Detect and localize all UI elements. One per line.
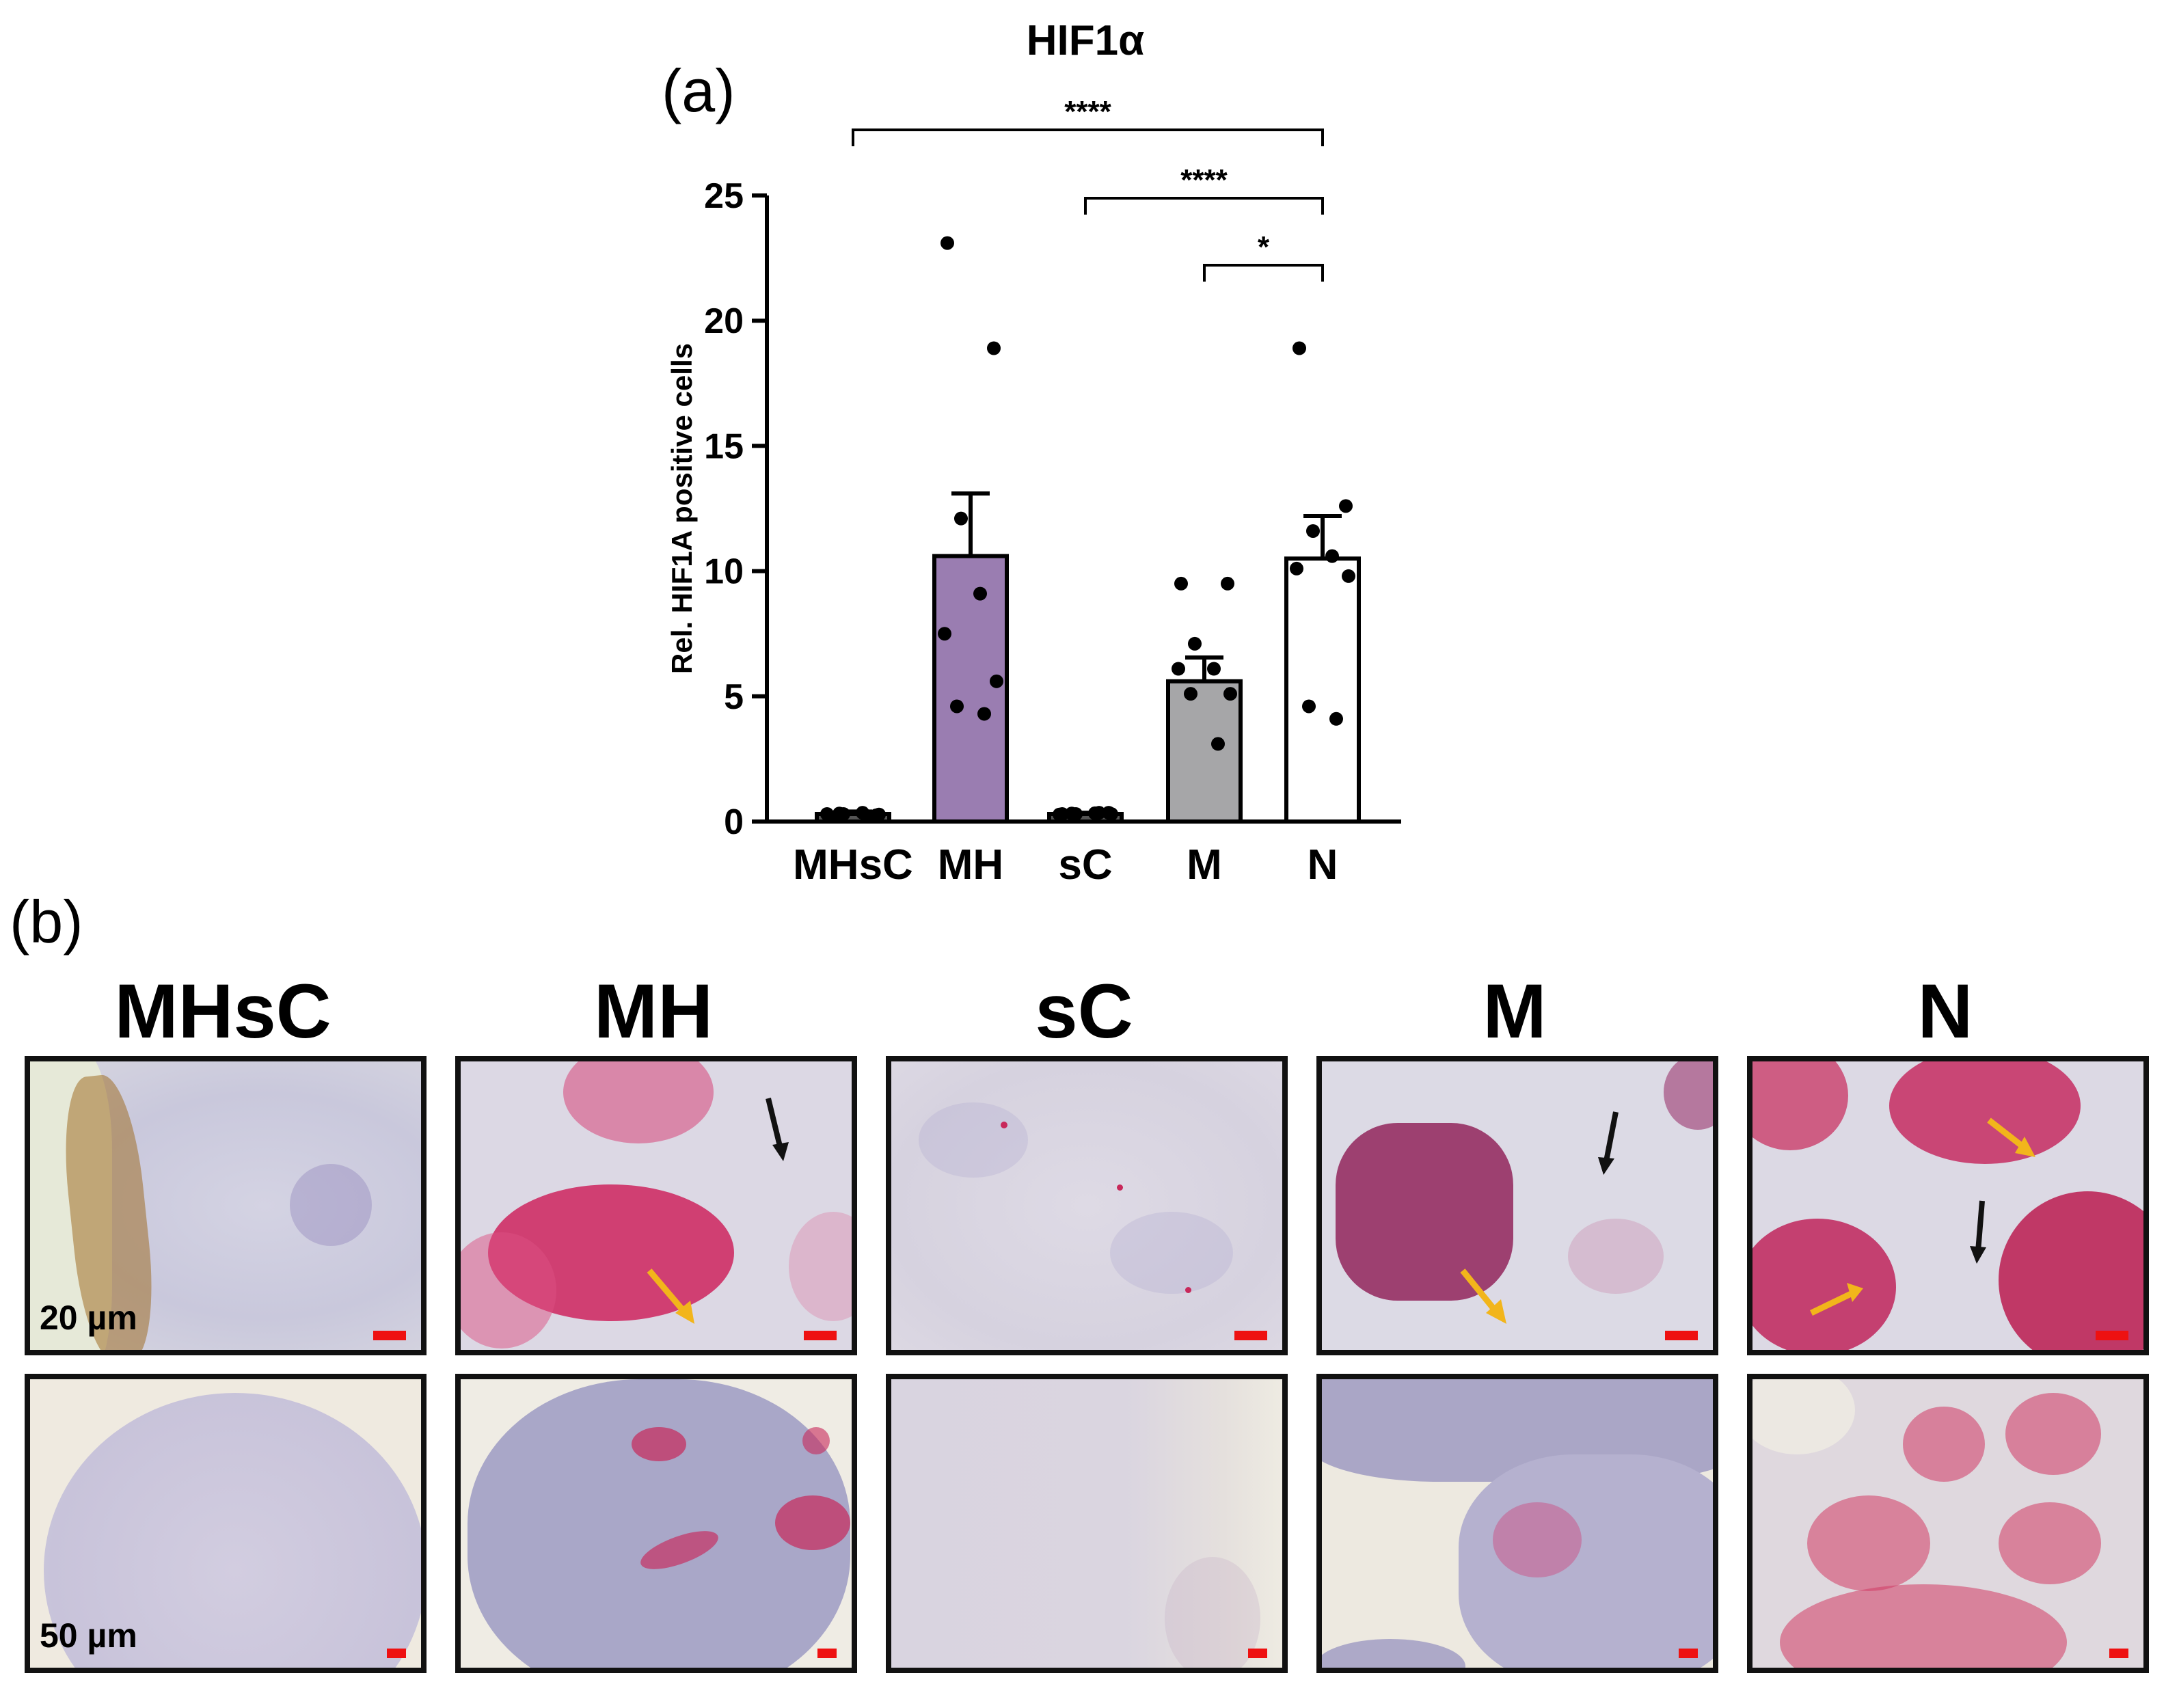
column-title-mh: MH [593, 968, 714, 1054]
significance-label: **** [1180, 163, 1228, 197]
micrograph-n-50um [1747, 1374, 2149, 1673]
data-point [1188, 636, 1202, 651]
significance-label: **** [1064, 95, 1111, 128]
micrograph-mhsc-20um: 20 µm [25, 1056, 427, 1355]
black-arrow-icon [1598, 1111, 1619, 1175]
data-point [1339, 499, 1353, 513]
significance-bracket [1084, 197, 1324, 215]
data-point [1329, 711, 1343, 726]
data-point [1290, 561, 1303, 575]
data-point [950, 699, 964, 714]
data-point [1092, 806, 1106, 820]
point-layer [820, 236, 1355, 824]
data-point [833, 806, 846, 821]
x-tick-label: M [1187, 841, 1222, 889]
column-title-mhsc: MHsC [114, 968, 331, 1054]
yellow-arrow-icon [1810, 1283, 1863, 1316]
yellow-arrow-icon [1460, 1269, 1506, 1324]
black-arrow-icon [766, 1098, 789, 1161]
data-point [1306, 524, 1320, 538]
data-point [973, 586, 987, 601]
bar-n [1284, 556, 1361, 824]
scale-bar [817, 1649, 837, 1658]
data-point [872, 807, 886, 822]
panel-b-label: (b) [10, 888, 83, 955]
data-point [990, 674, 1003, 688]
yellow-arrow-icon [647, 1269, 694, 1324]
bar-chart: HIF1α Rel. HIF1A positive cells 0 5 10 15 20… [666, 17, 1401, 889]
y-tick-label: 10 [704, 552, 744, 592]
y-tick-label: 0 [724, 802, 744, 842]
data-point [1065, 806, 1079, 821]
black-arrow-icon [1970, 1200, 1986, 1264]
significance-bracket [1203, 264, 1324, 282]
data-point [1292, 341, 1306, 355]
micrograph-sc-50um [886, 1374, 1288, 1673]
data-point [1302, 699, 1316, 714]
scale-bar [373, 1331, 406, 1340]
scale-bar [1248, 1649, 1267, 1658]
x-tick-label: MH [938, 841, 1003, 889]
data-point [987, 341, 1001, 355]
x-tick-label: MHsC [793, 841, 913, 889]
y-tick-label: 5 [724, 677, 744, 717]
scale-label-20um: 20 µm [40, 1299, 137, 1337]
x-tick-label: N [1308, 841, 1338, 889]
y-axis-label: Rel. HIF1A positive cells [666, 343, 698, 674]
scale-bar [804, 1331, 837, 1340]
data-point [1207, 662, 1221, 676]
data-point [1184, 687, 1197, 701]
bar-layer [815, 491, 1361, 824]
bar-mh [932, 554, 1009, 824]
x-tick-label: sC [1058, 841, 1112, 889]
data-point [1223, 687, 1237, 701]
data-point [940, 236, 954, 250]
bar-m [1166, 679, 1243, 824]
data-point [1342, 569, 1355, 583]
data-point [1325, 549, 1339, 563]
scale-bar [2096, 1331, 2128, 1340]
micrograph-mh-50um [455, 1374, 857, 1673]
micrograph-m-50um [1316, 1374, 1718, 1673]
data-point [954, 511, 968, 526]
scale-bar [1234, 1331, 1267, 1340]
data-point [1221, 576, 1234, 591]
scale-bar [1679, 1649, 1698, 1658]
micrograph-n-20um [1747, 1056, 2149, 1355]
scale-bar [2109, 1649, 2128, 1658]
chart-title: HIF1α [1027, 17, 1144, 64]
data-point [1174, 576, 1188, 591]
column-title-sc: sC [1035, 968, 1133, 1054]
data-point [977, 707, 991, 721]
y-tick-label: 15 [704, 426, 744, 466]
micrograph-mhsc-50um: 50 µm [25, 1374, 427, 1673]
significance-label: * [1258, 230, 1270, 264]
yellow-arrow-icon [1987, 1117, 2035, 1157]
scale-bar [387, 1649, 406, 1658]
data-point [1172, 662, 1185, 676]
scale-bar [1665, 1331, 1698, 1340]
significance-layer: ********* [852, 95, 1324, 282]
data-point [1105, 807, 1118, 822]
data-point [1053, 807, 1066, 822]
data-point [820, 807, 834, 822]
data-point [860, 809, 874, 823]
y-tick-label: 20 [704, 301, 744, 341]
data-point [938, 627, 951, 641]
data-point [1211, 737, 1225, 751]
column-title-n: N [1917, 968, 1973, 1054]
scale-label-50um: 50 µm [40, 1616, 137, 1655]
significance-bracket [852, 128, 1324, 146]
micrograph-mh-20um [455, 1056, 857, 1355]
column-title-m: M [1483, 968, 1547, 1054]
y-tick-label: 25 [704, 176, 744, 216]
micrograph-m-20um [1316, 1056, 1718, 1355]
micrograph-sc-20um [886, 1056, 1288, 1355]
panel-a-label: (a) [662, 57, 735, 124]
